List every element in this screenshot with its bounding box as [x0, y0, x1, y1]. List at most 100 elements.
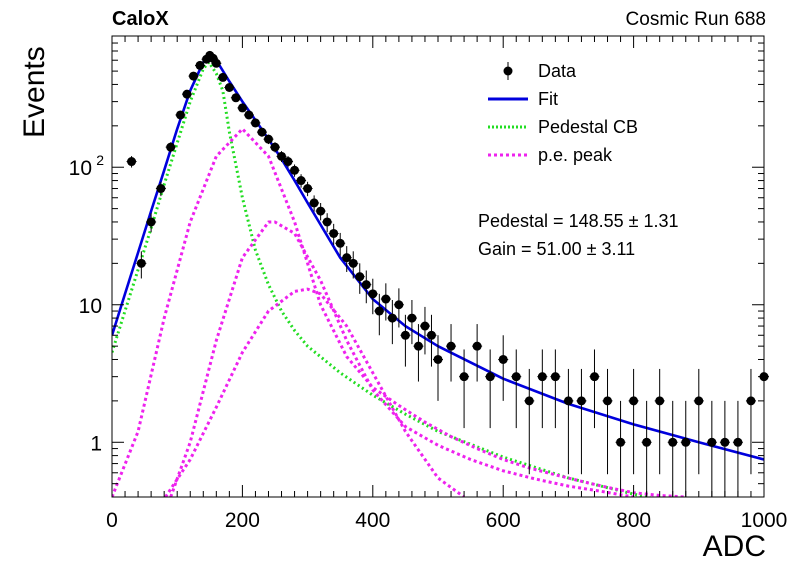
y-axis-label: Events	[18, 46, 51, 138]
data-point	[263, 134, 273, 144]
legend-label-pe-peak: p.e. peak	[538, 145, 613, 165]
data-point	[550, 372, 560, 382]
data-point	[381, 294, 391, 304]
data-point	[603, 396, 613, 406]
data-point	[348, 258, 358, 268]
series-p-e-peak-2	[169, 220, 634, 497]
data-point	[166, 142, 176, 152]
data-point	[329, 228, 339, 238]
data-point	[335, 238, 345, 248]
data-point	[127, 157, 137, 167]
data-point	[655, 396, 665, 406]
data-point	[342, 253, 352, 263]
data-point	[394, 300, 404, 310]
data-point	[231, 93, 241, 103]
plot-border	[111, 35, 765, 498]
data-point	[498, 354, 508, 364]
y-tick-label: 10	[79, 295, 102, 318]
x-tick-label: 800	[616, 509, 651, 532]
data-point	[433, 354, 443, 364]
data-point	[589, 372, 599, 382]
legend-label-fit: Fit	[538, 89, 558, 109]
data-point	[733, 437, 743, 447]
data-point	[361, 280, 371, 290]
y-tick-label-exponent: 2	[96, 152, 104, 168]
data-point	[309, 198, 319, 208]
data-point	[250, 118, 260, 128]
data-point	[218, 72, 228, 82]
pedestal-annotation: Pedestal = 148.55 ± 1.31	[478, 211, 679, 231]
data-point	[472, 341, 482, 351]
legend-label-data: Data	[538, 61, 577, 81]
data-point	[446, 341, 456, 351]
data-point	[277, 151, 287, 161]
x-tick-label: 0	[106, 509, 118, 532]
plot-frame	[111, 35, 765, 498]
data-point	[316, 206, 326, 216]
data-point	[189, 71, 198, 81]
data-point	[681, 437, 691, 447]
data-point	[182, 89, 192, 99]
data-point	[296, 176, 306, 186]
data-point	[224, 82, 234, 92]
data-point	[420, 321, 430, 331]
series-p-e-peak-1	[112, 127, 686, 497]
data-point	[374, 306, 384, 316]
x-tick-label: 1000	[741, 509, 788, 532]
data-points	[126, 50, 769, 497]
data-point	[322, 217, 332, 227]
data-point	[244, 110, 254, 120]
data-point	[668, 437, 678, 447]
legend-marks	[488, 62, 528, 157]
data-point	[459, 372, 469, 382]
data-point	[511, 372, 521, 382]
data-point	[694, 396, 704, 406]
data-point	[175, 110, 185, 120]
data-point	[290, 165, 300, 175]
data-point	[720, 437, 730, 447]
data-point	[642, 437, 652, 447]
x-axis-label: ADC	[702, 530, 766, 563]
run-label: Cosmic Run 688	[625, 9, 766, 30]
data-point	[485, 372, 495, 382]
legend-label-pedestal: Pedestal CB	[538, 117, 639, 137]
data-point	[387, 313, 397, 323]
fit-curves	[112, 54, 764, 497]
data-point	[195, 60, 205, 70]
data-point	[237, 103, 247, 113]
data-point	[270, 142, 280, 152]
series-p-e-peak-3	[164, 287, 465, 497]
data-point	[303, 184, 313, 194]
experiment-tag: CaloX	[112, 8, 169, 30]
series-pedestal-cb	[112, 60, 654, 497]
data-point	[136, 258, 146, 268]
data-point	[283, 157, 293, 167]
x-tick-label: 200	[225, 509, 260, 532]
data-point	[368, 289, 378, 299]
data-point	[426, 330, 436, 340]
data-point	[616, 437, 626, 447]
data-point	[355, 272, 365, 282]
data-point	[746, 396, 756, 406]
data-point	[707, 437, 717, 447]
data-point	[400, 330, 410, 340]
data-point	[563, 396, 573, 406]
data-point	[146, 217, 156, 227]
y-tick-label: 1	[90, 432, 102, 455]
data-point	[211, 58, 221, 68]
data-point	[413, 341, 423, 351]
x-tick-label: 600	[486, 509, 521, 532]
data-point	[537, 372, 547, 382]
data-point	[257, 127, 267, 137]
legend-marker-data	[503, 66, 513, 76]
x-tick-label: 400	[355, 509, 390, 532]
y-tick-label: 10	[69, 157, 92, 180]
data-point	[629, 396, 639, 406]
data-point	[156, 184, 166, 194]
gain-annotation: Gain = 51.00 ± 3.11	[478, 239, 636, 259]
data-point	[407, 313, 417, 323]
data-point	[576, 396, 586, 406]
axis-ticks	[111, 35, 765, 498]
